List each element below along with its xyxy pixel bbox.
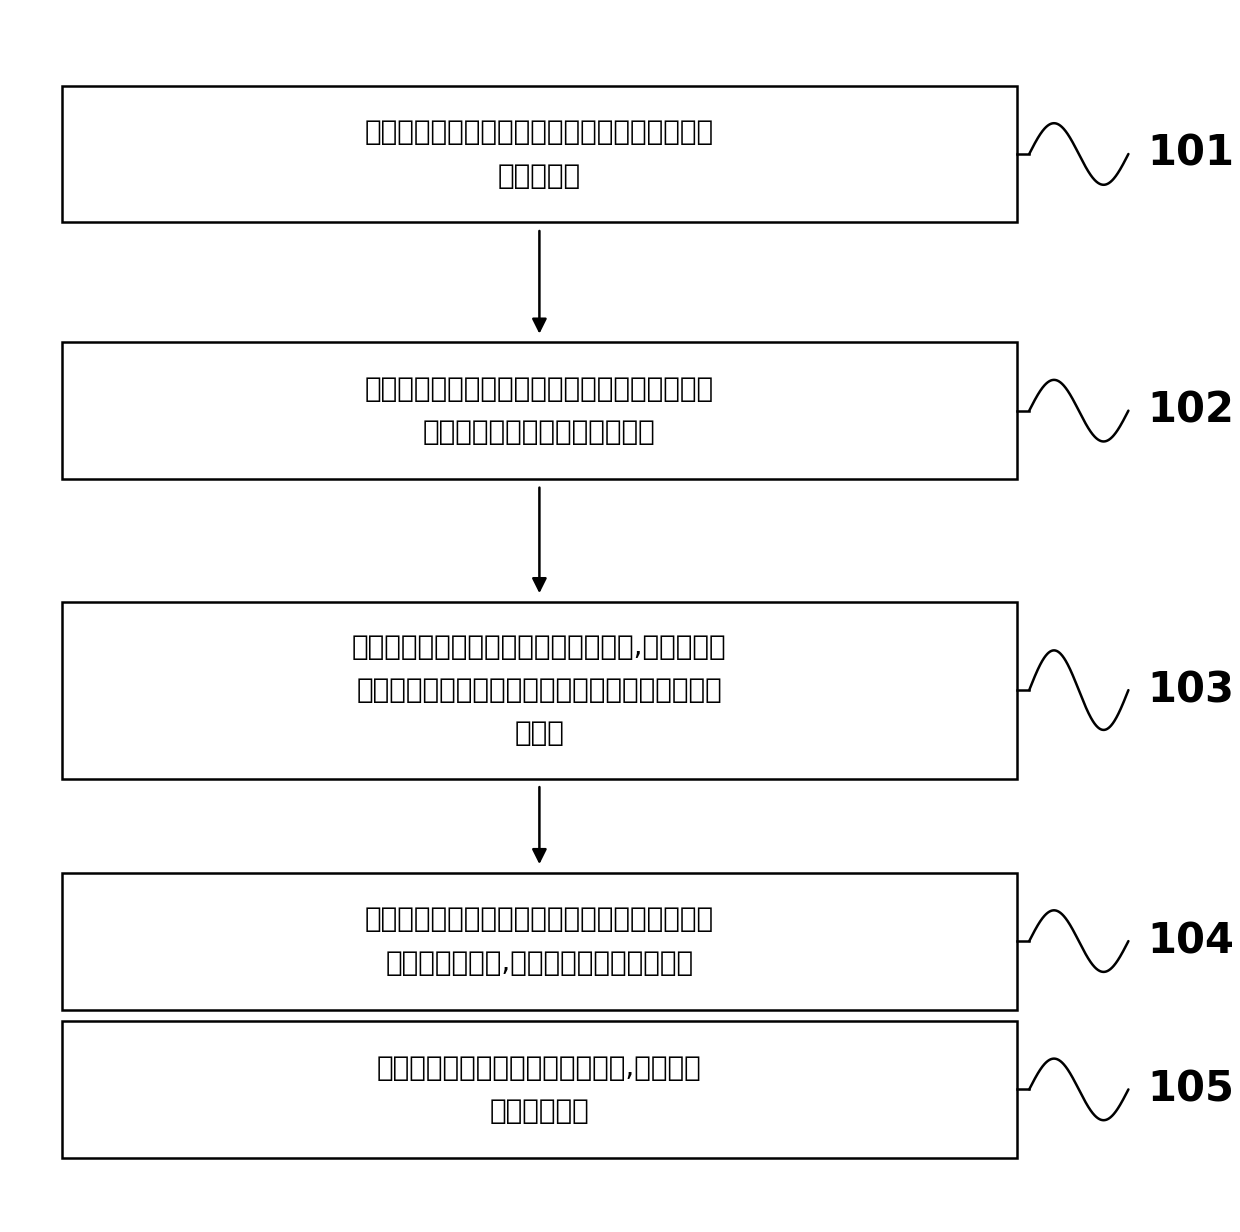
Text: 101: 101 xyxy=(1147,133,1234,175)
Text: 104: 104 xyxy=(1147,920,1234,962)
Text: 根据所述响应时序信号采用主成分残差和马氏距: 根据所述响应时序信号采用主成分残差和马氏距 xyxy=(365,375,714,403)
Text: 对核线性判别分析方法的参数进行优化,以龙井茶品: 对核线性判别分析方法的参数进行优化,以龙井茶品 xyxy=(352,633,727,660)
Text: 质等级正确识别率为依据选择核线性判别分析方法: 质等级正确识别率为依据选择核线性判别分析方法 xyxy=(357,676,722,705)
Text: 103: 103 xyxy=(1147,669,1234,711)
Text: 的参数: 的参数 xyxy=(515,719,564,748)
Text: 105: 105 xyxy=(1147,1068,1234,1110)
Text: 将茶叶样品的滋味特征输入分类器,进行茶叶: 将茶叶样品的滋味特征输入分类器,进行茶叶 xyxy=(377,1053,702,1082)
Text: 离法对异常样本进行分析和剔除: 离法对异常样本进行分析和剔除 xyxy=(423,419,656,446)
Text: 品质等级判定: 品质等级判定 xyxy=(490,1096,589,1125)
Bar xyxy=(62,342,1017,479)
Text: 非线性特征提取,得到茶叶样品的滋味特征: 非线性特征提取,得到茶叶样品的滋味特征 xyxy=(386,949,693,977)
Text: 采用核线性判别分析方法对传感器响应信号进行: 采用核线性判别分析方法对传感器响应信号进行 xyxy=(365,906,714,934)
Bar xyxy=(62,1021,1017,1158)
Bar xyxy=(62,872,1017,1009)
Text: 102: 102 xyxy=(1147,389,1234,431)
Bar xyxy=(62,85,1017,223)
Text: 利用电子舌对茶叶样品进行检测，得到传感器响: 利用电子舌对茶叶样品进行检测，得到传感器响 xyxy=(365,118,714,147)
Bar xyxy=(62,601,1017,779)
Text: 应时序信号: 应时序信号 xyxy=(497,161,582,190)
